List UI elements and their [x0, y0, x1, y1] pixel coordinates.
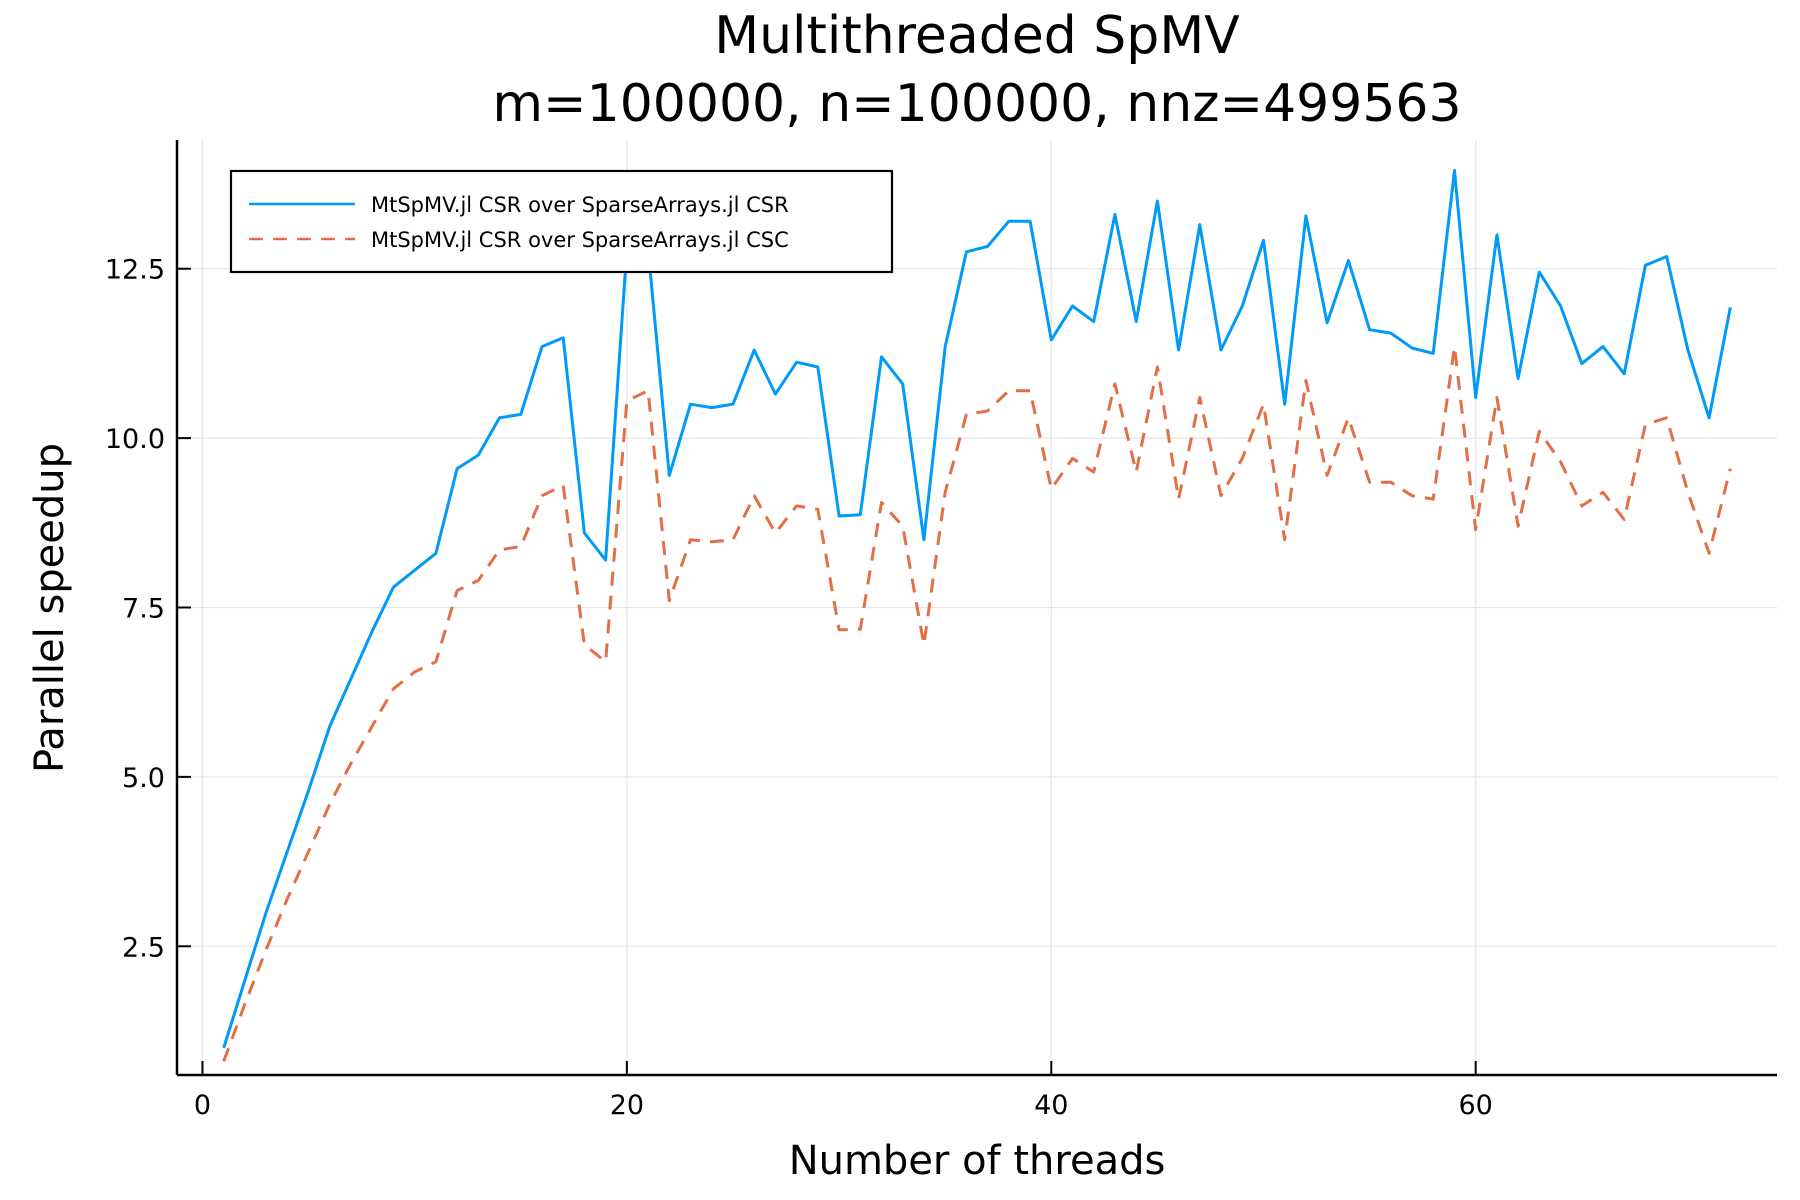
- x-tick-label: 0: [194, 1090, 211, 1121]
- chart-title: Multithreaded SpMV: [714, 6, 1240, 66]
- legend-box: [229, 169, 894, 274]
- series-line-csc: [222, 345, 1732, 1062]
- ticks: 0 20 40 60 2.5 5.0 7.5 10.0 12.5: [105, 255, 1493, 1121]
- series-line-csr: [222, 169, 1732, 1049]
- legend-label-csc: MtSpMV.jl CSR over SparseArrays.jl CSC: [371, 228, 789, 252]
- legend-label-csr: MtSpMV.jl CSR over SparseArrays.jl CSR: [371, 193, 789, 217]
- y-tick-label: 7.5: [122, 594, 165, 625]
- y-axis-label: Parallel speedup: [27, 443, 73, 773]
- x-tick-label: 20: [610, 1090, 644, 1121]
- x-axis-label: Number of threads: [789, 1138, 1166, 1184]
- x-tick-label: 60: [1458, 1090, 1492, 1121]
- y-tick-label: 12.5: [105, 255, 165, 286]
- x-tick-label: 40: [1034, 1090, 1068, 1121]
- y-tick-label: 10.0: [105, 424, 165, 455]
- chart-subtitle: m=100000, n=100000, nnz=499563: [492, 74, 1461, 134]
- y-tick-label: 5.0: [122, 763, 165, 794]
- y-tick-label: 2.5: [122, 932, 165, 963]
- legend: MtSpMV.jl CSR over SparseArrays.jl CSR M…: [229, 169, 894, 274]
- series-group: [222, 169, 1732, 1062]
- grid: [177, 140, 1777, 1075]
